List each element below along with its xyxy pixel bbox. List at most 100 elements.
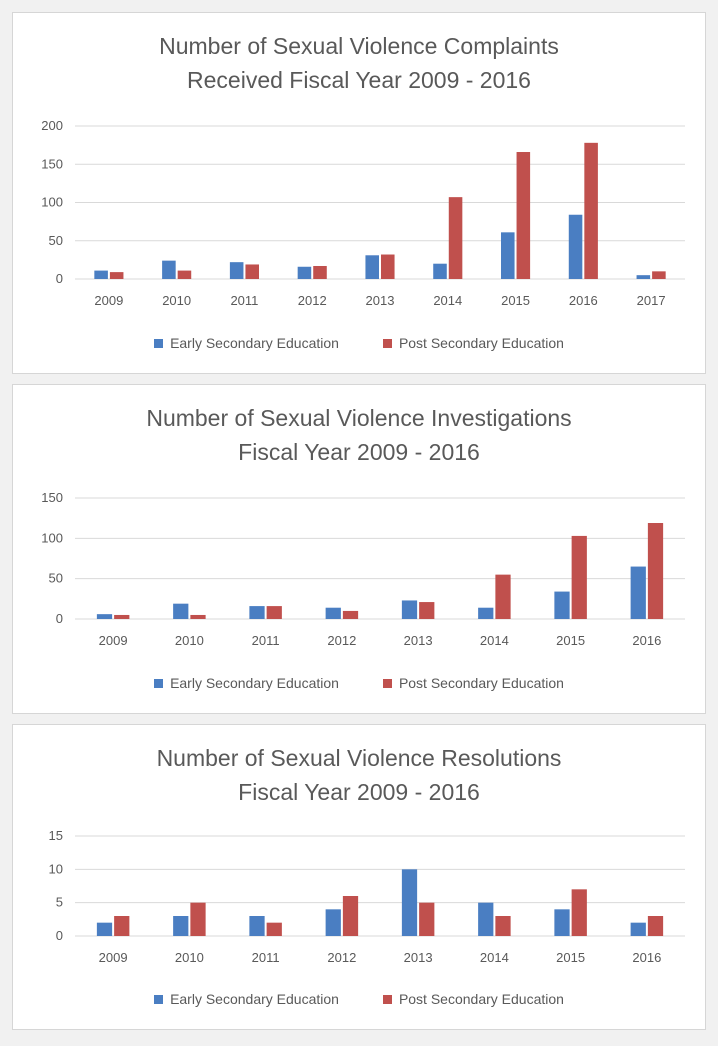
y-tick-label: 10 <box>49 861 63 876</box>
resolutions-title-line-1: Number of Sexual Violence Resolutions <box>156 745 562 771</box>
bar-early-secondary <box>401 869 418 936</box>
bar-early-secondary <box>568 214 583 279</box>
x-tick-label: 2014 <box>480 950 509 965</box>
x-tick-label: 2009 <box>94 293 123 308</box>
legend-post-secondary: Post Secondary Education <box>382 335 564 351</box>
y-tick-label: 100 <box>41 195 63 210</box>
bar-early-secondary <box>478 607 494 619</box>
bar-early-secondary <box>249 916 265 936</box>
x-tick-label: 2013 <box>404 633 433 648</box>
complaints-legend: Early Secondary Education Post Secondary… <box>13 335 705 351</box>
x-tick-label: 2011 <box>230 293 258 308</box>
complaints-chart-panel: Number of Sexual Violence Complaints Rec… <box>12 12 706 374</box>
legend-swatch-early <box>154 338 164 348</box>
y-tick-label: 5 <box>56 895 63 910</box>
bar-post-secondary <box>114 916 130 936</box>
bar-early-secondary <box>297 266 312 279</box>
x-tick-label: 2016 <box>632 950 661 965</box>
bar-early-secondary <box>325 909 341 936</box>
investigations-chart-panel: Number of Sexual Violence Investigations… <box>12 384 706 714</box>
bar-post-secondary <box>448 197 463 279</box>
x-tick-label: 2012 <box>298 293 327 308</box>
bar-early-secondary <box>401 600 418 619</box>
bar-post-secondary <box>419 902 435 936</box>
legend-early-secondary: Early Secondary Education <box>154 335 339 351</box>
bar-post-secondary <box>652 271 666 279</box>
legend-label-post: Post Secondary Education <box>398 335 564 351</box>
x-tick-label: 2011 <box>252 633 280 648</box>
bar-early-secondary <box>365 255 379 279</box>
y-tick-label: 50 <box>49 571 63 586</box>
complaints-title-line-1: Number of Sexual Violence Complaints <box>159 33 559 59</box>
x-tick-label: 2014 <box>433 293 462 308</box>
x-tick-label: 2010 <box>175 950 204 965</box>
x-tick-label: 2009 <box>99 950 128 965</box>
bar-post-secondary <box>109 272 124 279</box>
x-tick-label: 2010 <box>162 293 191 308</box>
bar-early-secondary <box>478 902 494 936</box>
bar-post-secondary <box>419 602 435 619</box>
resolutions-legend: Early Secondary Education Post Secondary… <box>13 991 705 1007</box>
legend-label-post: Post Secondary Education <box>398 991 564 1007</box>
legend-swatch-early <box>154 994 164 1004</box>
x-tick-label: 2017 <box>637 293 666 308</box>
bar-early-secondary <box>433 263 447 279</box>
y-tick-label: 150 <box>41 156 63 171</box>
y-tick-label: 0 <box>56 611 63 626</box>
bar-post-secondary <box>266 606 282 619</box>
x-tick-label: 2012 <box>327 950 356 965</box>
x-tick-label: 2010 <box>175 633 204 648</box>
bar-post-secondary <box>647 523 664 619</box>
bar-early-secondary <box>636 275 651 279</box>
bar-early-secondary <box>554 909 570 936</box>
bar-early-secondary <box>173 603 189 619</box>
bar-post-secondary <box>342 896 359 936</box>
x-tick-label: 2016 <box>569 293 598 308</box>
bar-post-secondary <box>381 254 395 279</box>
x-tick-label: 2013 <box>366 293 395 308</box>
legend-label-early: Early Secondary Education <box>170 991 339 1007</box>
bar-post-secondary <box>571 535 587 619</box>
bar-early-secondary <box>630 566 646 619</box>
legend-early-secondary: Early Secondary Education <box>154 675 339 691</box>
x-tick-label: 2016 <box>632 633 661 648</box>
resolutions-chart-title: Number of Sexual Violence Resolutions Fi… <box>13 741 705 809</box>
bar-post-secondary <box>342 610 359 619</box>
bar-early-secondary <box>162 260 176 279</box>
bar-post-secondary <box>495 574 511 619</box>
bar-early-secondary <box>325 607 341 619</box>
y-tick-label: 150 <box>41 490 63 505</box>
legend-swatch-post <box>382 994 392 1004</box>
bar-post-secondary <box>313 265 327 279</box>
x-tick-label: 2013 <box>404 950 433 965</box>
y-tick-label: 100 <box>41 530 63 545</box>
y-tick-label: 0 <box>56 271 63 286</box>
bar-post-secondary <box>190 614 206 619</box>
bar-early-secondary <box>96 922 113 936</box>
bar-post-secondary <box>571 889 587 936</box>
bar-post-secondary <box>516 152 531 279</box>
investigations-chart-plot: 0 50 100 150 2009 2010 2011 2012 2013 2014 2015 201… <box>41 490 685 648</box>
bar-early-secondary <box>554 591 570 619</box>
bar-early-secondary <box>94 270 108 279</box>
x-tick-label: 2011 <box>252 950 280 965</box>
resolutions-title-line-2: Fiscal Year 2009 - 2016 <box>238 779 480 805</box>
legend-label-early: Early Secondary Education <box>170 335 339 351</box>
investigations-chart-title: Number of Sexual Violence Investigations… <box>13 401 705 469</box>
bar-post-secondary <box>584 142 598 279</box>
bar-early-secondary <box>229 262 244 279</box>
legend-early-secondary: Early Secondary Education <box>154 991 339 1007</box>
bar-post-secondary <box>495 916 511 936</box>
bar-post-secondary <box>266 922 282 936</box>
y-tick-label: 15 <box>49 828 63 843</box>
bar-post-secondary <box>114 614 130 619</box>
bar-early-secondary <box>501 232 515 279</box>
bar-post-secondary <box>190 902 206 936</box>
x-tick-label: 2009 <box>99 633 128 648</box>
investigations-title-line-2: Fiscal Year 2009 - 2016 <box>238 439 480 465</box>
y-tick-label: 0 <box>56 928 63 943</box>
bar-post-secondary <box>245 264 259 279</box>
bar-post-secondary <box>177 270 192 279</box>
resolutions-chart-panel: Number of Sexual Violence Resolutions Fi… <box>12 724 706 1030</box>
investigations-legend: Early Secondary Education Post Secondary… <box>13 675 705 691</box>
